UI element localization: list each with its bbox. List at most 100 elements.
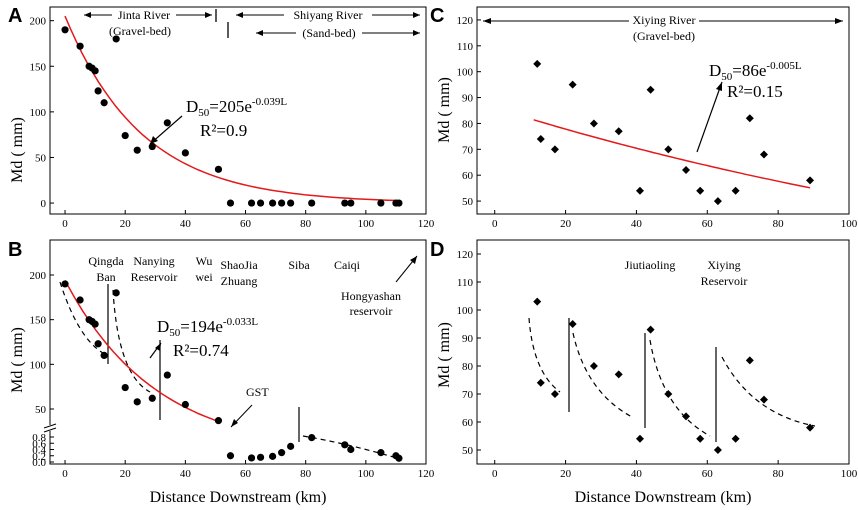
y-tick-label: 80 <box>462 118 474 130</box>
y-tick-label: 80 <box>462 361 474 373</box>
panel-a-data-point <box>341 199 349 207</box>
panel-b-data-point <box>163 371 171 379</box>
panel-b-axis-break-1 <box>43 423 57 429</box>
site-siba: Siba <box>288 258 310 272</box>
x-tick-label: 20 <box>120 218 132 230</box>
panel-a-data-point <box>112 35 120 43</box>
xiying-river-label: Xiying River <box>633 13 696 27</box>
panel-b-data-point <box>121 383 129 392</box>
x-tick-label: 0 <box>62 218 68 230</box>
panel-a-ylabel: Md ( mm) <box>9 117 26 183</box>
panel-b-equation: D50=194e-0.033L <box>157 316 258 339</box>
panel-d-data-point <box>759 395 768 404</box>
panel-b-data-point <box>377 449 385 457</box>
panel-c-ylabel: Md ( mm) <box>436 77 453 143</box>
panel-b-data-point <box>308 434 316 442</box>
x-tick-label: 20 <box>560 218 572 230</box>
panel-b-data-point <box>268 452 277 460</box>
panel-d-dashed-trend-2 <box>572 332 633 418</box>
y-tick-label: 100 <box>457 305 474 317</box>
site-nanying: Nanying <box>133 254 174 268</box>
panel-d-data-point <box>731 434 740 443</box>
panel-b-data-point <box>100 351 108 359</box>
panel-b-data-point <box>61 280 69 288</box>
shiyang-bed-label: (Sand-bed) <box>302 26 355 40</box>
y-tick-label: 120 <box>457 249 474 261</box>
y-tick-label: 0.4 <box>32 445 46 457</box>
y-tick-label: 60 <box>462 170 474 182</box>
panel-d-dashed-trend-1 <box>528 317 561 393</box>
panel-c-data-point <box>806 176 815 185</box>
panel-a-data-point <box>121 131 129 140</box>
panel-c-data-point <box>713 197 722 206</box>
panel-c-data-point <box>589 119 598 128</box>
panel-b-data-point <box>214 417 223 425</box>
panel-a-data-point <box>181 149 189 157</box>
panel-b-data-point <box>76 296 84 304</box>
x-tick-label: 40 <box>180 468 192 480</box>
x-tick-label: 120 <box>418 218 435 230</box>
x-tick-label: 100 <box>358 468 375 480</box>
panel-b-data-point <box>181 400 189 409</box>
panel-a-data-point <box>61 26 69 34</box>
panel-c-data-point <box>635 186 644 195</box>
panel-b-data-point <box>278 449 286 457</box>
panel-c-data-point <box>759 150 768 159</box>
panel-d-ticks: 0 20 40 60 80 100 50 60 70 80 90 100 110 120 <box>457 249 858 480</box>
y-tick-label: 100 <box>457 67 474 79</box>
gst-label: GST <box>246 385 269 399</box>
panel-c-points <box>533 59 815 206</box>
panel-a-data-point <box>148 142 156 151</box>
panel-b-data-point <box>112 289 120 297</box>
panel-c-data-point <box>682 166 691 175</box>
y-tick-label: 200 <box>30 270 47 282</box>
panel-d-data-point <box>806 423 815 432</box>
panel-a-equation: D50=205e-0.039L <box>186 96 287 119</box>
panel-d-data-point <box>713 446 722 454</box>
site-qingda: Qingda <box>88 254 124 268</box>
site-zhuang: Zhuang <box>221 274 258 288</box>
shiyang-river-label: Shiyang River <box>294 8 363 22</box>
panel-b-data-point <box>91 320 99 328</box>
panel-a-data-point <box>133 146 141 154</box>
site-shaojia: ShaoJia <box>220 258 258 272</box>
y-tick-label: 100 <box>30 107 47 119</box>
y-tick-label: 0.8 <box>32 432 46 444</box>
site-hongyashan-reservoir: reservoir <box>350 304 393 318</box>
y-tick-label: 60 <box>462 417 474 429</box>
x-tick-label: 80 <box>300 468 312 480</box>
y-tick-label: 70 <box>462 144 474 156</box>
panel-b-frame <box>49 239 427 465</box>
x-tick-label: 60 <box>240 218 252 230</box>
panel-a: A 0 20 40 60 80 100 120 0 50 100 150 200 Md ( mm) J… <box>8 5 435 230</box>
x-tick-label: 100 <box>841 468 858 480</box>
panel-b-data-point <box>287 442 295 450</box>
site-xiying: Xiying <box>707 258 740 272</box>
panel-d-dashed-trend-4 <box>721 356 816 427</box>
panel-c-ticks: 0 20 40 60 80 100 50 60 70 80 90 100 110 120 <box>457 15 858 230</box>
y-tick-label: 120 <box>457 15 474 27</box>
panel-c-data-point <box>731 186 740 195</box>
panel-d-data-point <box>635 434 644 443</box>
x-tick-label: 20 <box>560 468 572 480</box>
panel-b-data-point <box>94 340 102 348</box>
panel-d-data-point <box>664 390 673 398</box>
x-tick-label: 100 <box>358 218 375 230</box>
panel-a-data-point <box>395 199 403 207</box>
x-tick-label: 60 <box>702 218 714 230</box>
panel-b-axis-break-gap <box>44 425 56 431</box>
panel-c-data-point <box>614 127 623 136</box>
x-tick-label: 40 <box>180 218 192 230</box>
panel-c-frame <box>476 6 850 215</box>
x-tick-label: 120 <box>418 468 435 480</box>
panel-d-data-point <box>533 297 542 306</box>
y-tick-label: 50 <box>462 196 474 208</box>
panel-b-axis-break-2 <box>43 427 57 433</box>
panel-c-data-point <box>664 145 673 154</box>
y-tick-label: 110 <box>457 277 474 289</box>
panel-c-letter: C <box>430 5 444 27</box>
panel-b-data-point <box>133 398 141 406</box>
jinta-bed-label: (Gravel-bed) <box>109 24 171 38</box>
panel-b-data-point <box>226 452 235 460</box>
